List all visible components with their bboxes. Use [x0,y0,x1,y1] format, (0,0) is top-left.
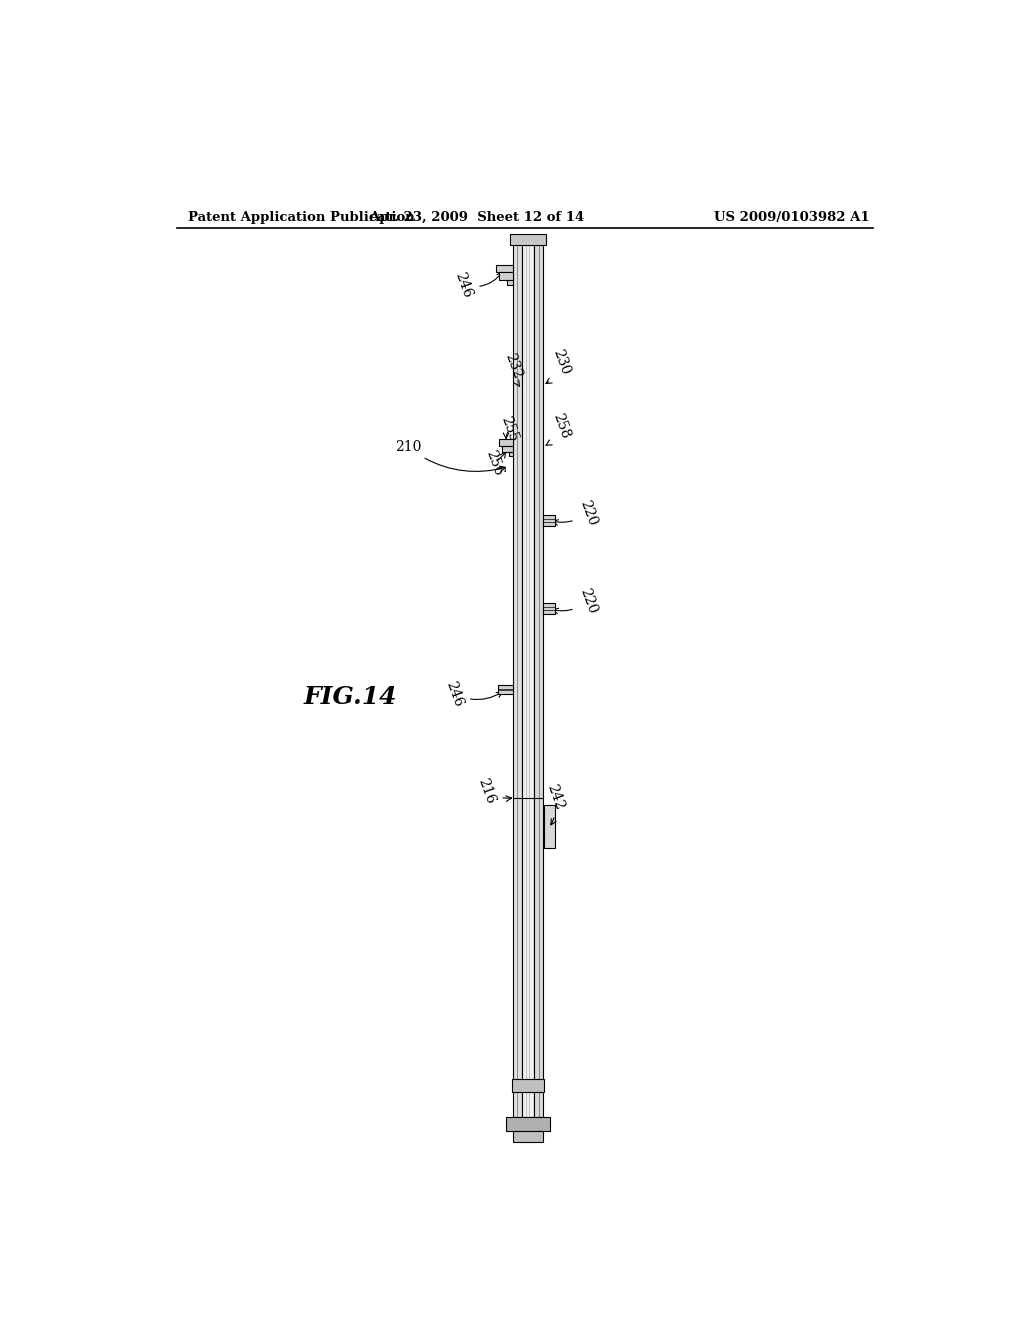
Text: US 2009/0103982 A1: US 2009/0103982 A1 [714,211,869,224]
Text: 258: 258 [546,411,572,445]
Text: 210: 210 [394,440,506,471]
Bar [500,272,513,280]
Bar [535,242,543,1117]
Bar [513,1131,543,1142]
Bar [506,1117,550,1131]
Text: 220: 220 [553,498,600,527]
Bar [513,242,521,1117]
Bar [521,242,535,1117]
Bar [512,1078,544,1093]
Text: FIG.14: FIG.14 [303,685,396,709]
Bar [510,234,546,244]
Text: 256: 256 [483,447,506,478]
Text: Apr. 23, 2009  Sheet 12 of 14: Apr. 23, 2009 Sheet 12 of 14 [370,211,585,224]
Text: Patent Application Publication: Patent Application Publication [188,211,415,224]
Text: 255: 255 [499,414,520,444]
Bar [497,264,513,272]
Bar [509,451,513,455]
Text: 246: 246 [442,678,502,709]
Bar [498,685,513,694]
Text: 242: 242 [545,783,566,825]
Text: 220: 220 [553,586,600,616]
Bar [544,805,555,847]
Text: 230: 230 [546,347,572,384]
Bar [503,446,513,451]
Text: 216: 216 [475,776,512,807]
Bar [543,603,555,614]
Bar [543,515,555,525]
Bar [500,440,513,446]
Text: 246: 246 [453,271,503,300]
Text: 232: 232 [502,351,524,387]
Bar [507,280,513,285]
